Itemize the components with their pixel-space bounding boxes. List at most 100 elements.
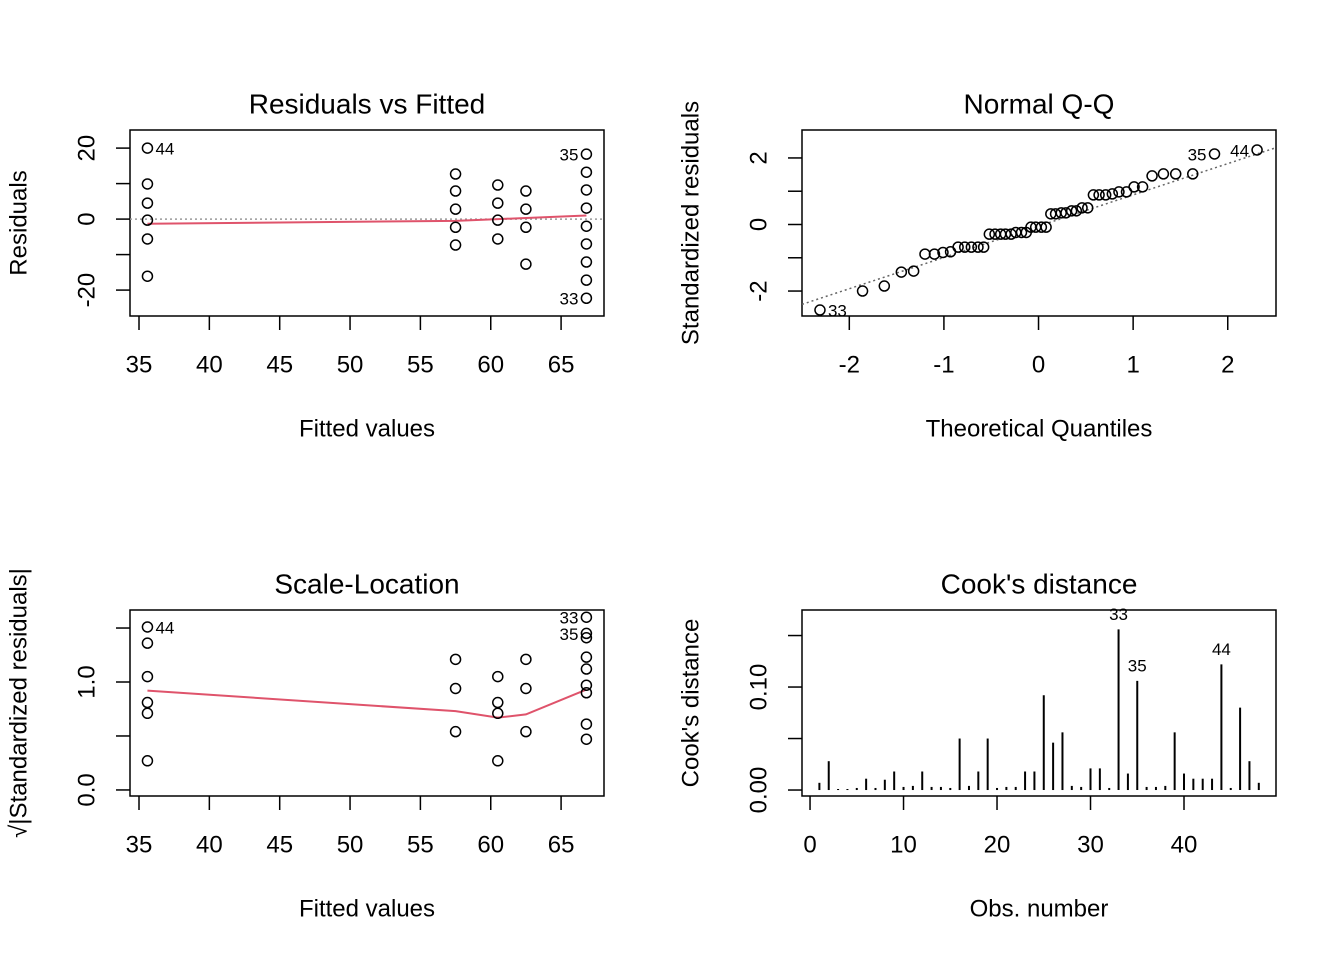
x-tick-label: 45	[266, 831, 293, 858]
point	[580, 220, 593, 232]
point	[449, 221, 462, 234]
x-tick-label: 0	[803, 831, 816, 858]
x-tick-label: 55	[407, 831, 434, 858]
x-axis-label: Fitted values	[299, 895, 435, 922]
point	[983, 228, 996, 240]
point	[856, 285, 869, 297]
point	[520, 185, 532, 197]
x-tick-label: 2	[1221, 351, 1234, 378]
y-tick-label: -20	[73, 273, 100, 308]
point	[580, 631, 593, 644]
x-tick-label: 35	[126, 831, 153, 858]
point	[580, 238, 593, 250]
x-tick-label: 45	[266, 351, 293, 378]
point	[449, 682, 462, 695]
point	[1251, 144, 1263, 156]
point	[492, 707, 504, 720]
y-tick-label: 0	[745, 218, 772, 231]
x-tick-label: 40	[196, 831, 223, 858]
point-label: 35	[559, 146, 578, 165]
x-tick-label: 35	[126, 351, 153, 378]
point	[520, 221, 532, 234]
y-tick-label: 0.00	[745, 767, 772, 814]
point	[580, 651, 593, 663]
y-tick-label: 20	[73, 135, 100, 162]
point	[958, 241, 971, 253]
point	[937, 246, 949, 259]
point-label: 33	[828, 301, 847, 320]
point	[141, 621, 154, 633]
point	[1106, 188, 1119, 200]
point-label: 35	[559, 625, 578, 644]
point	[141, 270, 154, 282]
point	[907, 265, 920, 277]
y-axis-label: Cook's distance	[677, 619, 704, 788]
point	[580, 718, 593, 730]
point	[520, 725, 532, 738]
point	[1093, 189, 1105, 201]
point	[1113, 186, 1125, 198]
x-tick-label: 55	[407, 351, 434, 378]
point	[141, 707, 154, 720]
qq-line	[801, 146, 1277, 306]
y-tick-label: 1.0	[73, 665, 100, 698]
point	[1040, 221, 1052, 233]
point	[520, 653, 532, 666]
point	[580, 611, 593, 623]
point	[520, 258, 532, 270]
point	[449, 725, 462, 738]
point	[928, 248, 941, 260]
point	[1208, 148, 1221, 160]
point	[580, 292, 593, 305]
point	[878, 280, 891, 292]
point	[492, 197, 504, 209]
point	[1136, 181, 1149, 193]
point	[1157, 168, 1170, 180]
point	[580, 679, 593, 691]
point	[1081, 202, 1094, 214]
point	[580, 202, 593, 214]
point	[492, 233, 504, 245]
point	[520, 682, 532, 695]
x-tick-label: 40	[1171, 831, 1198, 858]
x-axis-label: Theoretical Quantiles	[926, 415, 1153, 442]
point	[141, 142, 154, 154]
x-axis-label: Fitted values	[299, 415, 435, 442]
point	[1055, 207, 1067, 219]
point	[492, 755, 504, 767]
bar-label: 33	[1109, 605, 1128, 624]
point-label: 44	[155, 618, 174, 637]
point	[580, 687, 593, 699]
x-tick-label: 60	[477, 831, 504, 858]
point	[141, 696, 154, 709]
point	[580, 148, 593, 160]
point	[141, 233, 154, 245]
y-tick-label: 2	[745, 151, 772, 164]
point-label: 33	[559, 290, 578, 309]
y-axis-label: Standardized residuals	[677, 101, 704, 345]
point	[141, 637, 154, 649]
point	[1087, 189, 1100, 201]
point	[141, 178, 154, 190]
point	[492, 179, 504, 191]
point	[1060, 207, 1072, 219]
y-tick-label: 0	[73, 212, 100, 225]
point	[449, 185, 462, 197]
chart-title: Scale-Location	[274, 568, 459, 599]
x-tick-label: 50	[337, 351, 364, 378]
bar-label: 44	[1212, 640, 1231, 659]
x-axis-label: Obs. number	[970, 895, 1109, 922]
point	[1035, 221, 1048, 233]
x-tick-label: 20	[984, 831, 1011, 858]
point	[492, 670, 504, 683]
y-axis-label: Residuals	[5, 170, 32, 275]
chart-title: Normal Q-Q	[964, 88, 1115, 119]
point	[1186, 168, 1199, 180]
plot-box	[129, 609, 605, 797]
x-tick-label: 0	[1032, 351, 1045, 378]
point	[952, 241, 964, 253]
point-label: 33	[559, 609, 578, 628]
point	[141, 197, 154, 209]
point	[580, 663, 593, 675]
point	[449, 653, 462, 666]
